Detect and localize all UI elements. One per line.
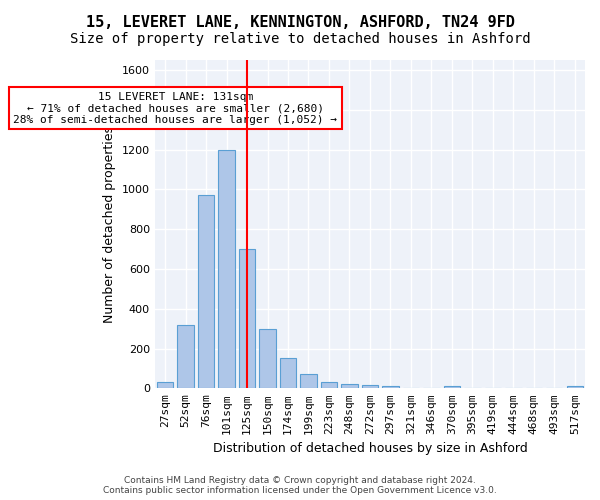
X-axis label: Distribution of detached houses by size in Ashford: Distribution of detached houses by size … (212, 442, 527, 455)
Text: Contains HM Land Registry data © Crown copyright and database right 2024.
Contai: Contains HM Land Registry data © Crown c… (103, 476, 497, 495)
Bar (321, 382, 337, 388)
Bar (300, 374, 317, 388)
Bar (566, 386, 583, 388)
Bar (341, 384, 358, 388)
Bar (280, 358, 296, 388)
Bar (198, 196, 214, 388)
Bar (443, 386, 460, 388)
Text: Size of property relative to detached houses in Ashford: Size of property relative to detached ho… (70, 32, 530, 46)
Bar (178, 324, 194, 388)
Text: 15, LEVERET LANE, KENNINGTON, ASHFORD, TN24 9FD: 15, LEVERET LANE, KENNINGTON, ASHFORD, T… (86, 15, 514, 30)
Bar (362, 386, 378, 388)
Bar (157, 382, 173, 388)
Bar (259, 328, 276, 388)
Bar (239, 249, 255, 388)
Text: 15 LEVERET LANE: 131sqm
← 71% of detached houses are smaller (2,680)
28% of semi: 15 LEVERET LANE: 131sqm ← 71% of detache… (13, 92, 337, 125)
Y-axis label: Number of detached properties: Number of detached properties (103, 126, 116, 322)
Bar (382, 386, 398, 388)
Bar (218, 150, 235, 388)
